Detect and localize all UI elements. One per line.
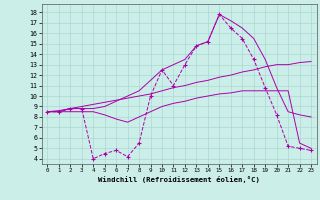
X-axis label: Windchill (Refroidissement éolien,°C): Windchill (Refroidissement éolien,°C) bbox=[98, 176, 260, 183]
